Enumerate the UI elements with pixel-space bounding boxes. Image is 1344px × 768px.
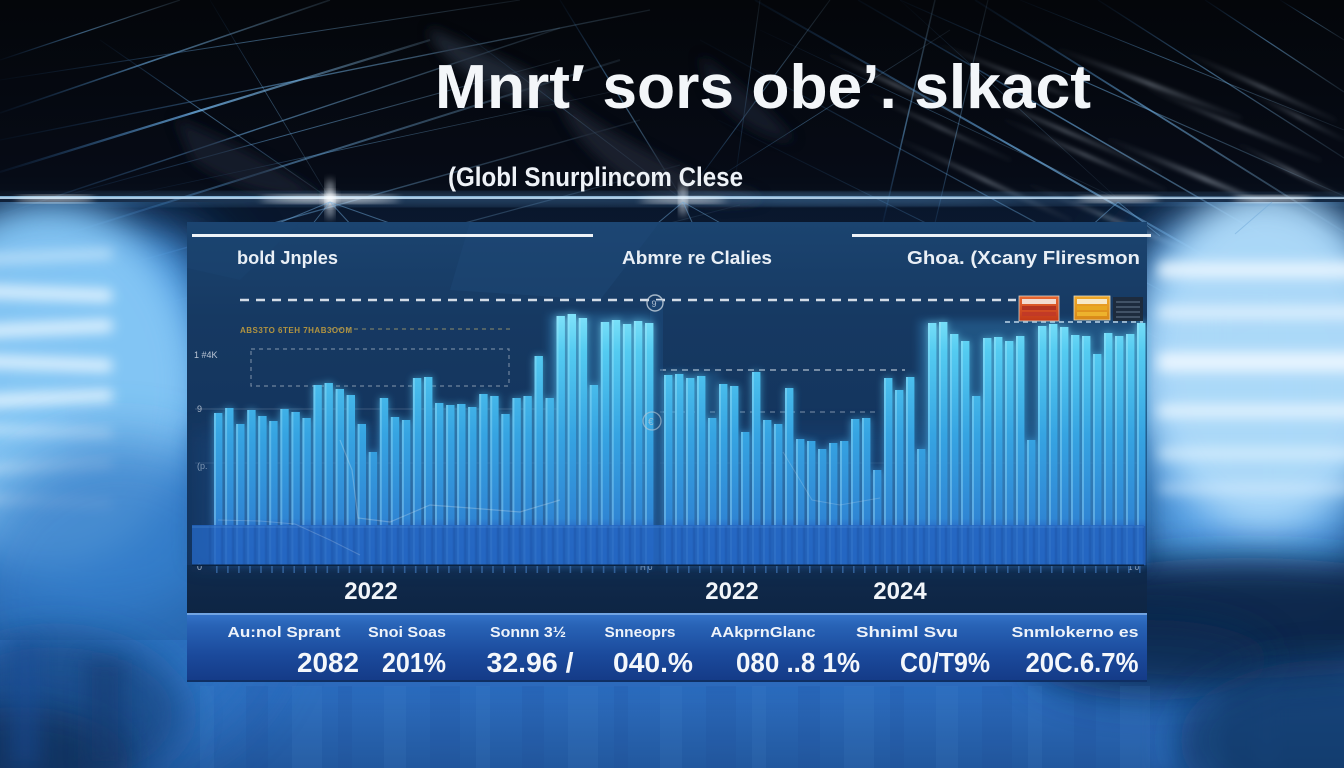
svg-text:2022: 2022 [705,578,758,605]
svg-text:C0/T9%: C0/T9% [900,647,990,678]
svg-text:Sonnn 3½: Sonnn 3½ [490,624,566,641]
svg-text:32.96 /: 32.96 / [487,647,574,678]
svg-text:2022: 2022 [344,578,397,605]
svg-text:0: 0 [197,562,202,572]
svg-text:€: € [648,417,654,428]
svg-text:201%: 201% [382,647,446,678]
svg-text:Snoi Soas: Snoi Soas [368,624,446,641]
svg-text:080 ..8 1%: 080 ..8 1% [736,647,860,678]
svg-text:1 #4K: 1 #4K [194,350,218,360]
svg-text:Abmre re Clalies: Abmre re Clalies [622,248,772,268]
svg-text:H 0: H 0 [640,563,653,572]
svg-text:Snmlokerno es: Snmlokerno es [1012,624,1139,641]
svg-text:2024: 2024 [873,578,927,605]
svg-text:1 0: 1 0 [1128,563,1140,572]
svg-text:9: 9 [652,299,657,309]
svg-text:bold Jnples: bold Jnples [237,248,338,268]
svg-text:Mnrt′ sors obeʼ. slkact: Mnrt′ sors obeʼ. slkact [435,53,1091,122]
svg-text:Ghoa. (Xcany Fliresmon: Ghoa. (Xcany Fliresmon [907,248,1140,268]
svg-text:ABS3TO 6TEH 7HAB3OOM: ABS3TO 6TEH 7HAB3OOM [240,326,353,335]
svg-text:Shniml Svu: Shniml Svu [856,624,958,641]
svg-text:(Globl Snurplincom Clese: (Globl Snurplincom Clese [448,162,743,192]
svg-text:AAkprnGlanc: AAkprnGlanc [711,624,816,641]
svg-text:20C.6.7%: 20C.6.7% [1026,647,1139,678]
svg-text:040.%: 040.% [613,647,693,678]
svg-text:Snneoprs: Snneoprs [605,624,676,641]
svg-text:Au:nol Sprant: Au:nol Sprant [228,624,341,641]
svg-text:9: 9 [197,404,202,414]
svg-text:2082: 2082 [297,647,359,678]
